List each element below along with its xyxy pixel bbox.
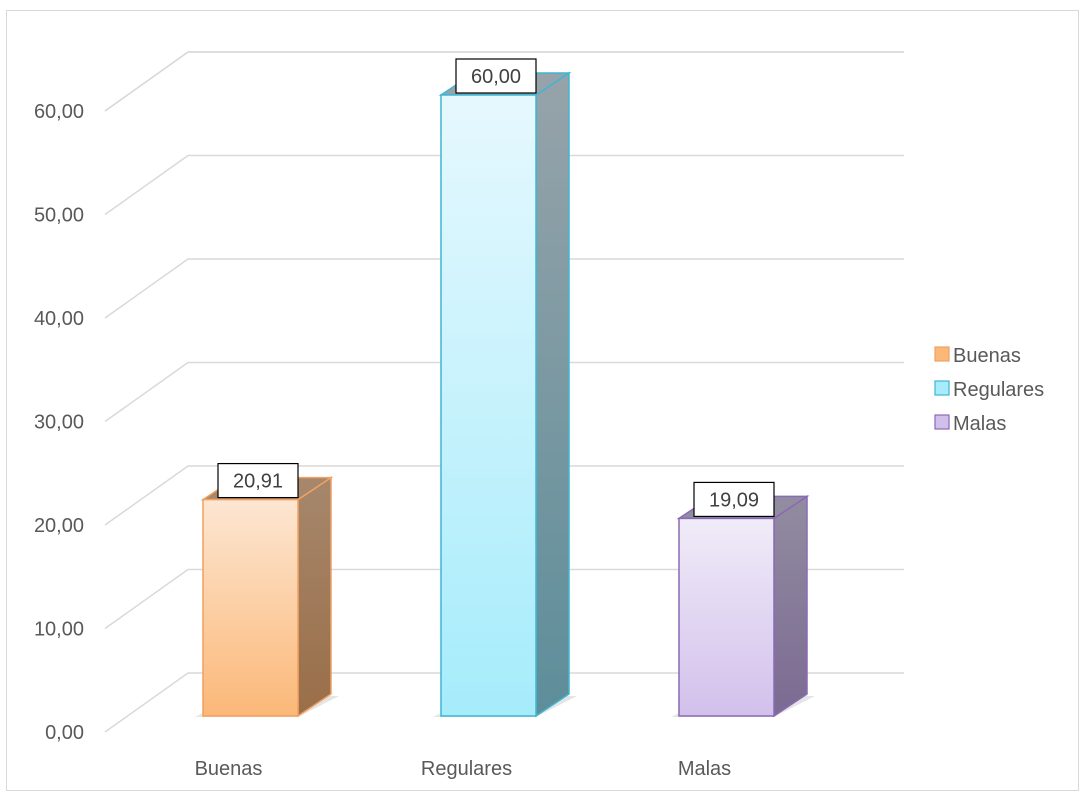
gridline-side (104, 51, 189, 112)
data-label-box (217, 462, 299, 499)
x-tick-label: Buenas (195, 758, 263, 780)
y-tick-label: 20,00 (34, 515, 84, 537)
data-label: 60,00 (455, 58, 537, 94)
bar-malas (671, 495, 815, 718)
x-tick-label: Regulares (421, 758, 512, 780)
gridline-side (104, 672, 189, 733)
legend-item: Malas (934, 413, 1006, 435)
y-tick-label: 50,00 (34, 205, 84, 227)
gridline-side (104, 568, 189, 630)
data-label-text: 60,00 (471, 66, 521, 88)
y-tick-label: 0,00 (45, 722, 84, 744)
data-labels: 20,91 60,00 19,09 (217, 58, 775, 518)
legend-swatch (934, 380, 950, 396)
y-tick-label: 30,00 (34, 412, 84, 434)
data-label-box (455, 58, 537, 94)
legend-label: Buenas (953, 345, 1021, 367)
bar-front (440, 94, 537, 717)
legend: Buenas Regulares Malas (934, 345, 1044, 435)
data-label: 19,09 (693, 481, 775, 518)
legend-label: Malas (953, 413, 1006, 435)
x-axis: Buenas Regulares Malas (195, 758, 732, 780)
data-label-box (693, 481, 775, 518)
gridline-side (104, 465, 189, 526)
x-tick-label: Malas (678, 758, 731, 780)
data-label: 20,91 (217, 462, 299, 499)
data-label-text: 19,09 (709, 489, 759, 511)
bar-side (535, 71, 570, 718)
y-tick-label: 40,00 (34, 308, 84, 330)
legend-swatch (934, 346, 950, 362)
y-tick-label: 60,00 (34, 101, 84, 123)
bar-buenas (195, 476, 339, 718)
gridline-side (104, 258, 189, 319)
legend-item: Regulares (934, 379, 1044, 401)
legend-item: Buenas (934, 345, 1021, 367)
legend-swatch (934, 414, 950, 430)
gridline-side (104, 154, 189, 216)
y-tick-label: 10,00 (34, 619, 84, 641)
bar-side (297, 476, 332, 718)
bar-side (773, 495, 808, 718)
bar-front (678, 517, 775, 717)
legend-label: Regulares (953, 379, 1044, 401)
bar-regulares (433, 71, 577, 718)
gridline-side (104, 361, 189, 423)
data-label-text: 20,91 (233, 471, 283, 493)
y-axis: 0,00 10,00 20,00 30,00 40,00 50,00 60,00 (34, 101, 84, 744)
bar-front (202, 498, 299, 717)
